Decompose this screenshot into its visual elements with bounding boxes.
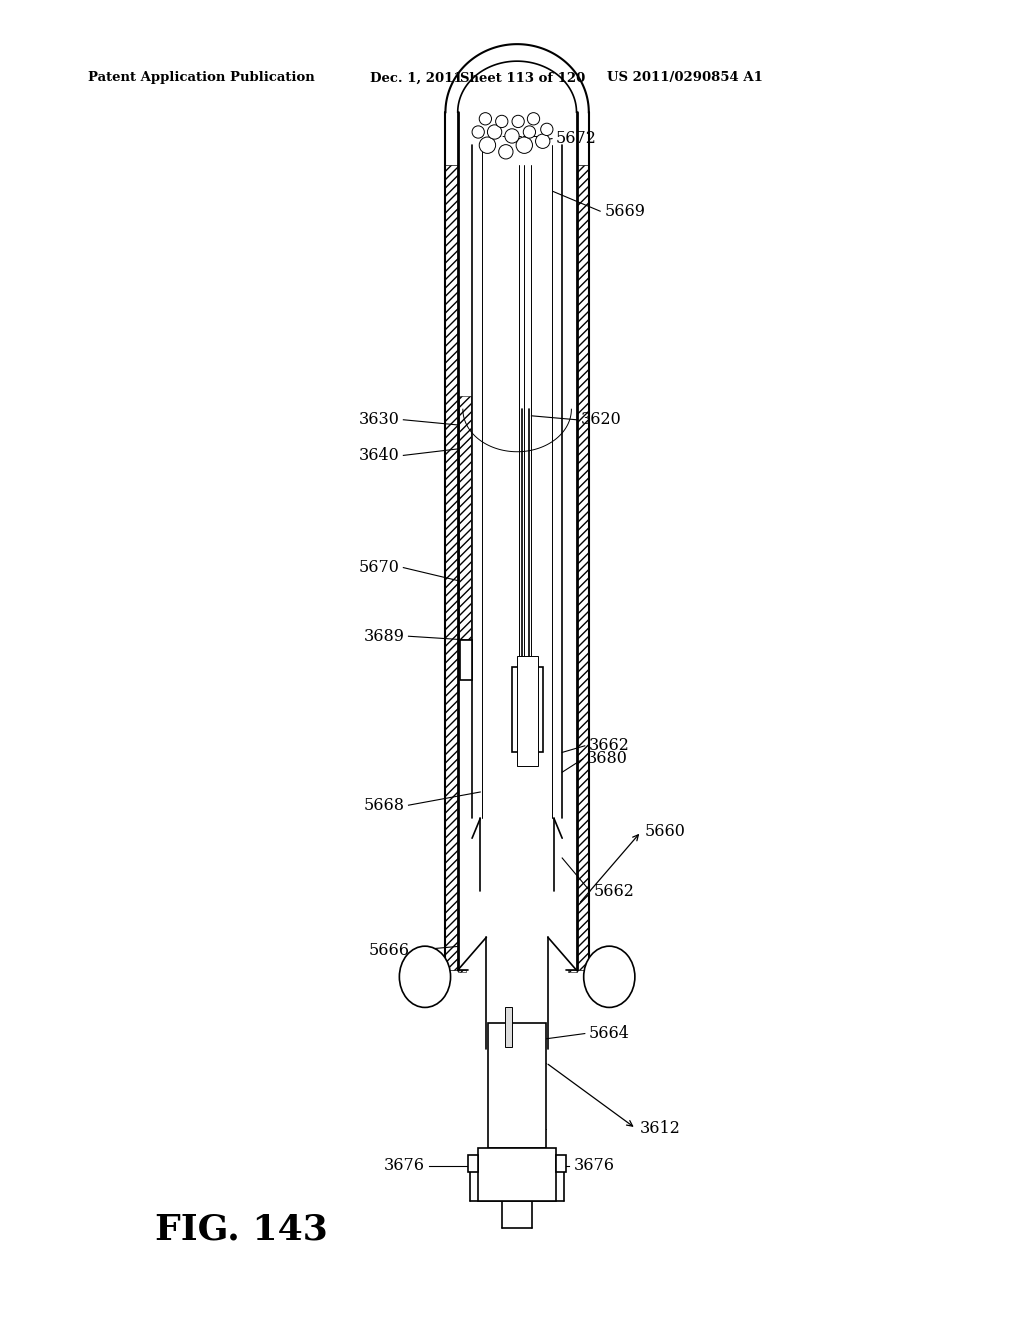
Circle shape <box>512 115 524 128</box>
Text: 3676: 3676 <box>384 1158 425 1173</box>
Circle shape <box>523 125 536 139</box>
Circle shape <box>487 125 502 139</box>
Text: Sheet 113 of 120: Sheet 113 of 120 <box>460 71 586 84</box>
Circle shape <box>499 145 513 158</box>
Text: 3612: 3612 <box>640 1121 681 1137</box>
Text: 3640: 3640 <box>358 447 399 463</box>
Bar <box>556 1155 566 1172</box>
Text: Patent Application Publication: Patent Application Publication <box>88 71 314 84</box>
Circle shape <box>479 112 492 125</box>
Circle shape <box>472 125 484 139</box>
Circle shape <box>479 137 496 153</box>
Text: 5664: 5664 <box>589 1026 630 1041</box>
Text: 3620: 3620 <box>581 412 622 428</box>
Bar <box>458 970 466 972</box>
Bar <box>505 1007 512 1047</box>
Bar <box>488 1023 546 1148</box>
Bar <box>568 970 577 972</box>
Text: 3680: 3680 <box>587 751 628 767</box>
Text: 3689: 3689 <box>364 628 404 644</box>
Circle shape <box>505 129 519 143</box>
Bar <box>459 396 471 647</box>
Circle shape <box>516 137 532 153</box>
Ellipse shape <box>399 946 451 1007</box>
Bar <box>460 640 472 680</box>
Text: 5662: 5662 <box>594 883 635 899</box>
Text: 5672: 5672 <box>556 131 597 147</box>
Bar <box>445 165 458 970</box>
Text: 5660: 5660 <box>645 824 686 840</box>
Text: Dec. 1, 2011: Dec. 1, 2011 <box>370 71 463 84</box>
Circle shape <box>527 112 540 125</box>
Text: 5670: 5670 <box>358 560 399 576</box>
Text: US 2011/0290854 A1: US 2011/0290854 A1 <box>607 71 763 84</box>
Text: 5669: 5669 <box>604 203 645 219</box>
Bar <box>512 667 543 752</box>
Text: 5668: 5668 <box>364 797 404 813</box>
Text: FIG. 143: FIG. 143 <box>155 1213 328 1247</box>
Circle shape <box>496 115 508 128</box>
Bar <box>468 1155 478 1172</box>
Bar <box>478 1148 556 1201</box>
Ellipse shape <box>584 946 635 1007</box>
Bar <box>517 656 538 766</box>
Text: 5666: 5666 <box>369 942 410 958</box>
Bar <box>577 165 589 970</box>
Text: 3630: 3630 <box>358 412 399 428</box>
Circle shape <box>541 123 553 136</box>
Circle shape <box>536 135 550 148</box>
Text: 3676: 3676 <box>573 1158 614 1173</box>
Text: 3662: 3662 <box>589 738 630 754</box>
